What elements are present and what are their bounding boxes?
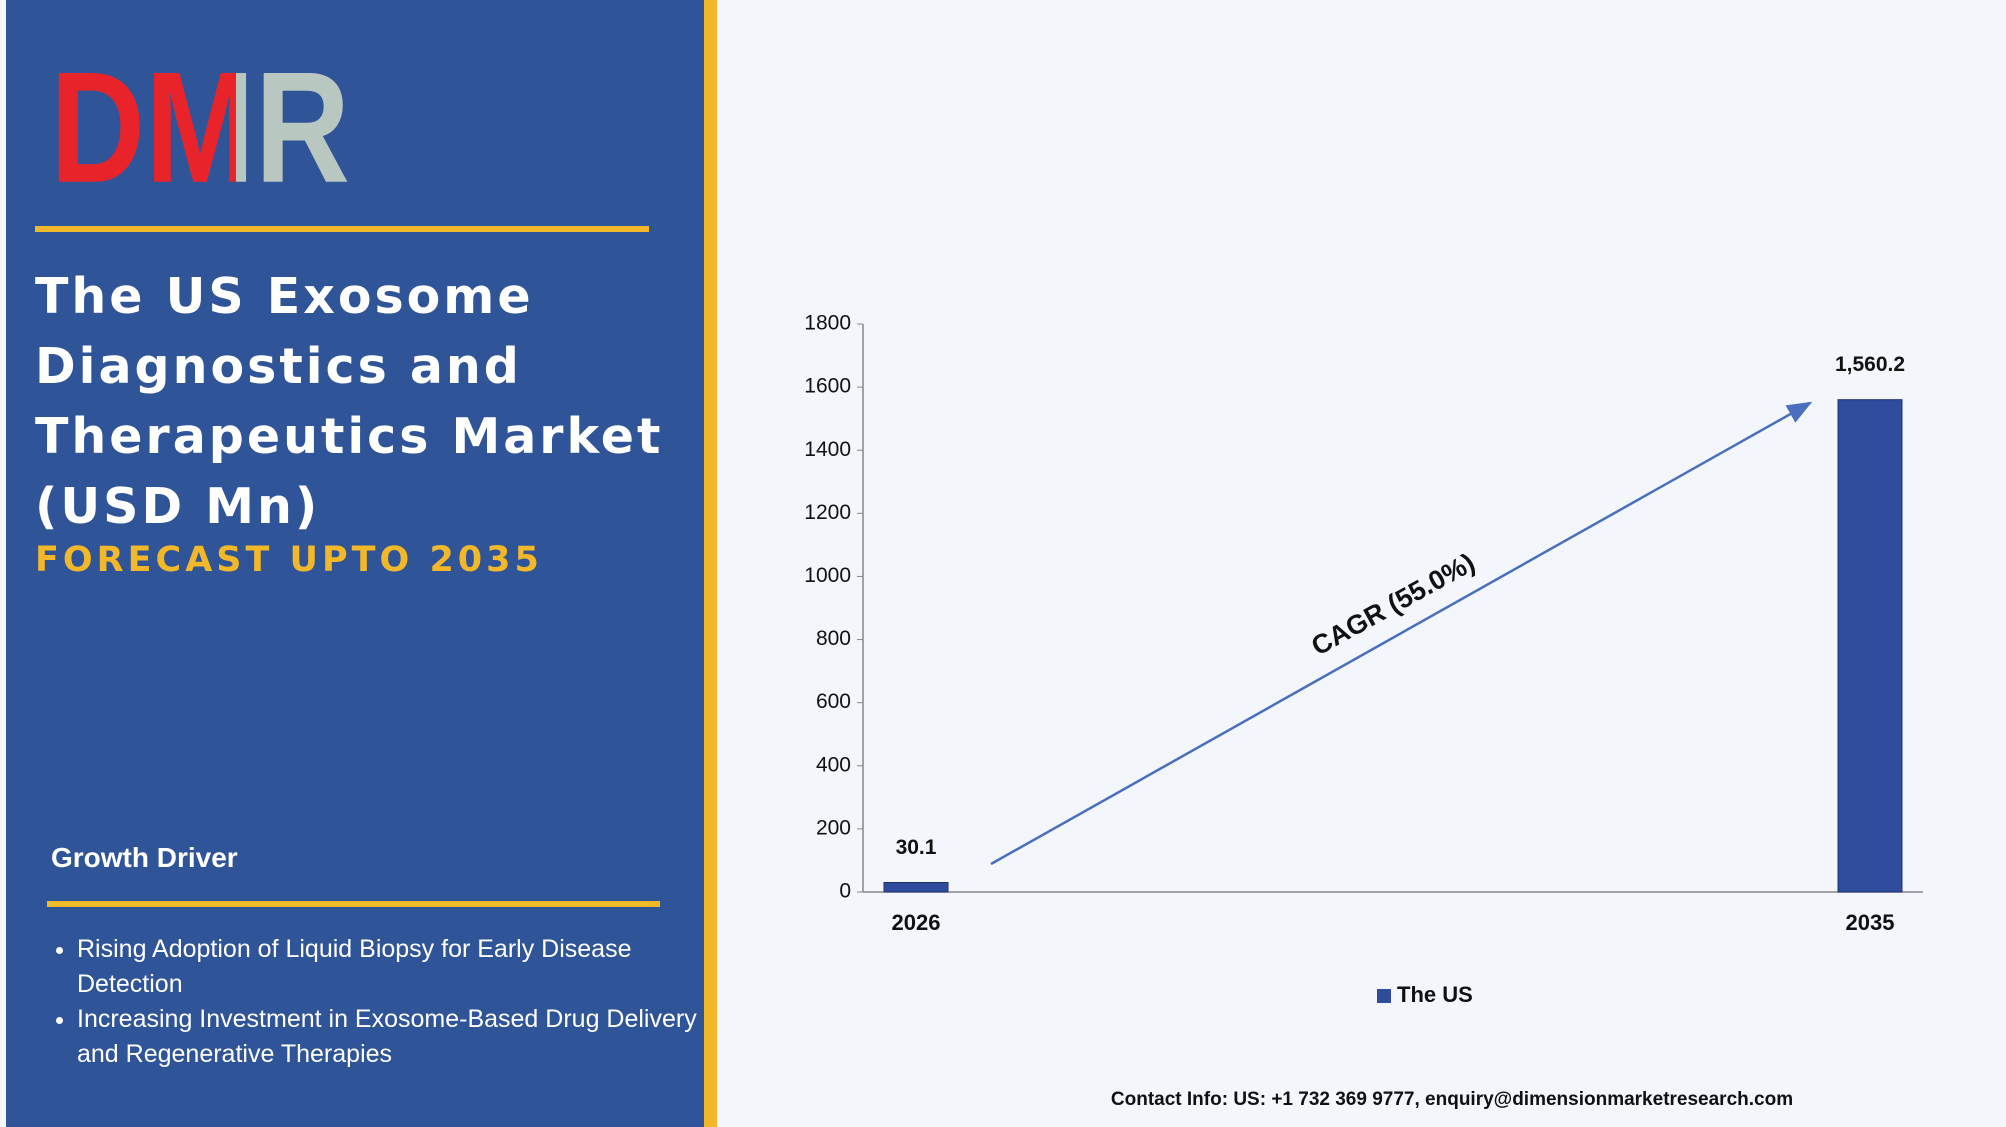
subtitle: FORECAST UPTO 2035	[35, 540, 543, 580]
driver-item: Rising Adoption of Liquid Biopsy for Ear…	[77, 932, 717, 1002]
x-tick-label: 2035	[1846, 910, 1895, 935]
chart: Contact Info: US: +1 732 369 9777, enqui…	[804, 312, 1923, 1110]
accent-stripe	[704, 0, 717, 1127]
y-tick-label: 1000	[804, 564, 851, 587]
y-tick-label: 1800	[804, 312, 851, 335]
y-tick-label: 600	[816, 690, 851, 713]
legend-swatch	[1377, 989, 1391, 1003]
section-heading: Growth Driver	[51, 842, 238, 873]
legend-label: The US	[1397, 982, 1473, 1007]
y-tick-label: 1400	[804, 438, 851, 461]
side-panel	[6, 0, 704, 1127]
divider	[35, 226, 649, 232]
title: The US Exosome Diagnostics and Therapeut…	[35, 268, 664, 535]
logo-text: DMR	[50, 50, 350, 216]
bar	[1837, 399, 1903, 893]
driver-list: Rising Adoption of Liquid Biopsy for Ear…	[45, 932, 717, 1072]
logo: DMR	[50, 50, 350, 216]
y-tick-label: 1600	[804, 375, 851, 398]
y-tick-label: 200	[816, 816, 851, 839]
value-label: 1,560.2	[1835, 353, 1905, 376]
bar	[883, 882, 949, 893]
contact: Contact Info: US: +1 732 369 9777, enqui…	[1111, 1089, 1793, 1110]
value-label: 30.1	[896, 836, 937, 859]
y-tick-label: 0	[839, 880, 851, 903]
x-tick-label: 2026	[892, 910, 941, 935]
divider	[47, 901, 660, 907]
y-tick-label: 1200	[804, 501, 851, 524]
y-tick-label: 800	[816, 627, 851, 650]
driver-item: Increasing Investment in Exosome-Based D…	[77, 1002, 717, 1072]
y-tick-label: 400	[816, 753, 851, 776]
cagr-arrow	[990, 401, 1813, 866]
